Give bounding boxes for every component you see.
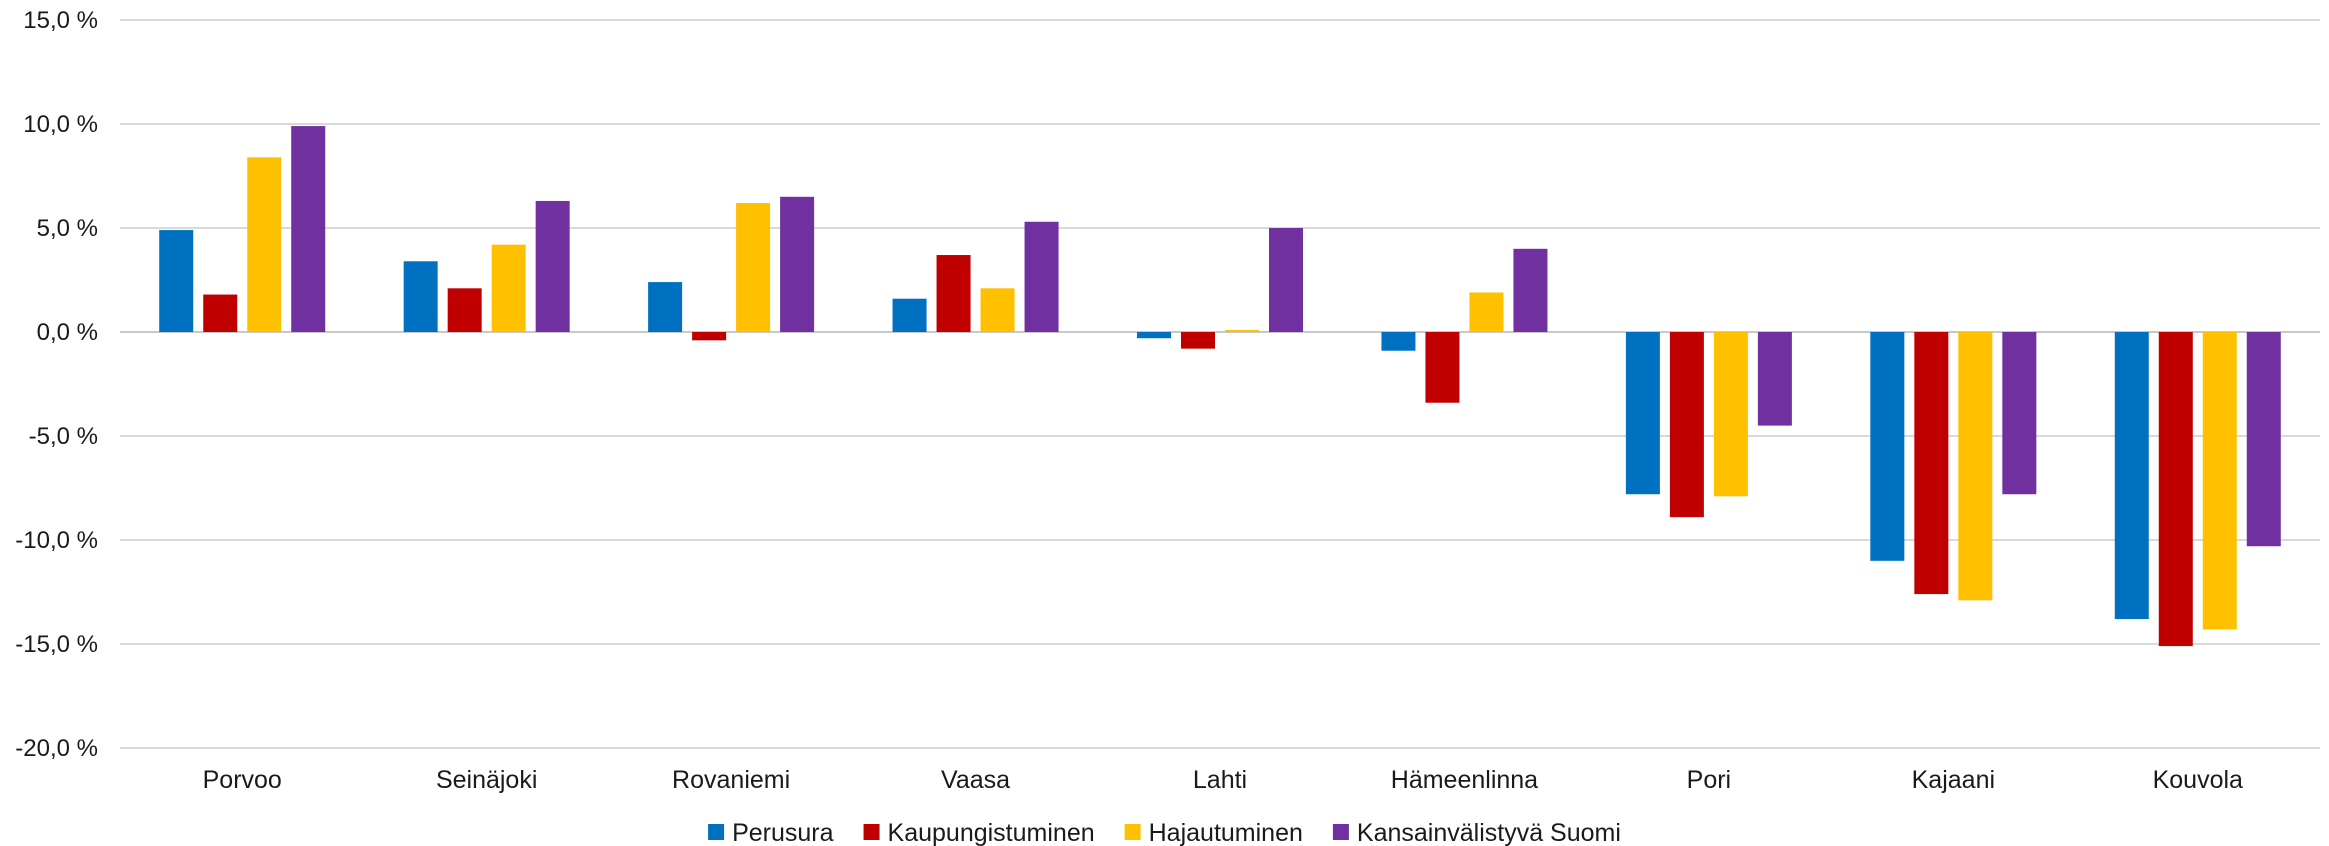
legend-label: Hajautuminen	[1149, 819, 1303, 846]
bar	[535, 200, 570, 332]
bar	[291, 126, 326, 332]
category-label: Seinäjoki	[436, 766, 537, 794]
bar	[1513, 248, 1548, 332]
bar	[648, 282, 683, 332]
y-tick-label: -15,0 %	[15, 631, 98, 658]
bar	[2202, 332, 2237, 630]
bar	[1137, 332, 1171, 339]
category-label: Porvoo	[203, 766, 282, 794]
bar	[1757, 332, 1792, 426]
legend-swatch	[1332, 824, 1349, 840]
y-tick-label: -5,0 %	[29, 423, 98, 450]
bar	[2002, 332, 2037, 495]
gridlines	[120, 19, 2320, 749]
y-axis-tick-labels: 15,0 % 10,0 % 5,0 % 0,0 % -5,0 % -10,0 % -15,0…	[15, 7, 98, 762]
bar	[892, 298, 927, 332]
bar	[1425, 332, 1460, 403]
bar	[247, 157, 282, 332]
bar	[1381, 332, 1416, 351]
bar	[2114, 332, 2149, 620]
category-label: Vaasa	[941, 766, 1010, 794]
category-label: Pori	[1687, 766, 1731, 794]
category-label: Kajaani	[1912, 766, 1995, 794]
bar	[780, 196, 815, 332]
legend-label: Kaupungistuminen	[888, 819, 1095, 846]
bar	[203, 294, 238, 332]
bar	[2158, 332, 2193, 647]
y-tick-label: 15,0 %	[23, 7, 98, 34]
bar	[736, 203, 771, 332]
bar	[1870, 332, 1905, 561]
bar	[692, 332, 727, 341]
bar	[1024, 221, 1059, 332]
y-tick-label: 0,0 %	[37, 319, 98, 346]
bar	[491, 244, 526, 332]
bar	[1269, 228, 1303, 332]
legend: Perusura Kaupungistuminen Hajautuminen Kans…	[708, 819, 1621, 846]
bar	[403, 261, 438, 332]
bar	[1181, 332, 1215, 349]
category-label: Lahti	[1193, 766, 1247, 794]
legend-swatch	[708, 824, 725, 840]
bar	[159, 230, 194, 332]
y-tick-label: 10,0 %	[23, 111, 98, 138]
bar	[1469, 292, 1504, 332]
x-axis-category-labels: Porvoo Seinäjoki Rovaniemi Vaasa Lahti Hämeen…	[203, 766, 2243, 794]
bar	[936, 255, 971, 332]
bar	[1914, 332, 1949, 595]
bar	[1669, 332, 1704, 518]
bars	[159, 126, 2281, 647]
legend-swatch	[1124, 824, 1141, 840]
legend-label: Kansainvälistyvä Suomi	[1357, 819, 1621, 846]
bar	[1958, 332, 1993, 601]
legend-swatch	[863, 824, 880, 840]
bar	[1225, 329, 1259, 332]
category-label: Rovaniemi	[672, 766, 790, 794]
y-tick-label: -20,0 %	[15, 735, 98, 762]
y-tick-label: 5,0 %	[37, 215, 98, 242]
legend-label: Perusura	[732, 819, 834, 846]
category-label: Kouvola	[2153, 766, 2243, 794]
category-label: Hämeenlinna	[1391, 766, 1538, 794]
y-tick-label: -10,0 %	[15, 527, 98, 554]
bar	[980, 288, 1015, 332]
bar	[2246, 332, 2281, 547]
bar	[1625, 332, 1660, 495]
bar	[1713, 332, 1748, 497]
bar	[447, 288, 482, 332]
